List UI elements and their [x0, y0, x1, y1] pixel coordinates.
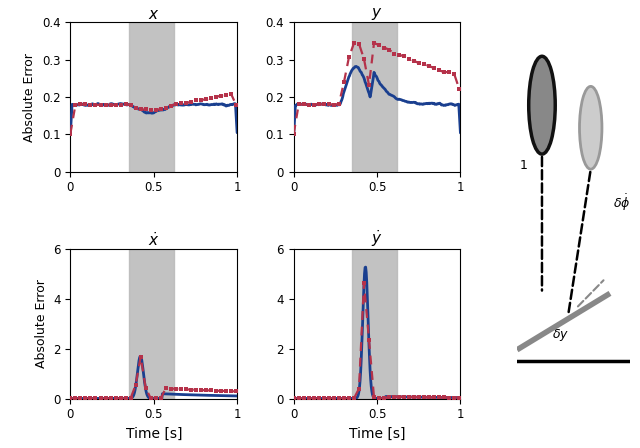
- Ellipse shape: [579, 86, 602, 169]
- Title: $x$: $x$: [148, 8, 159, 22]
- Bar: [129, 250, 174, 399]
- Bar: [352, 22, 397, 172]
- X-axis label: Time [s]: Time [s]: [125, 427, 182, 441]
- Bar: [129, 22, 174, 172]
- Title: $\dot{y}$: $\dot{y}$: [371, 228, 383, 250]
- X-axis label: Time [s]: Time [s]: [349, 427, 405, 441]
- Bar: [352, 250, 397, 399]
- Y-axis label: Absolute Error: Absolute Error: [24, 52, 36, 142]
- Ellipse shape: [529, 56, 556, 154]
- Title: $y$: $y$: [371, 6, 383, 22]
- Text: 1: 1: [519, 159, 527, 172]
- Title: $\dot{x}$: $\dot{x}$: [148, 232, 159, 250]
- Text: $\delta y$: $\delta y$: [552, 327, 569, 343]
- Y-axis label: Absolute Error: Absolute Error: [35, 280, 47, 369]
- Text: $\delta\dot{\phi}$: $\delta\dot{\phi}$: [612, 193, 630, 213]
